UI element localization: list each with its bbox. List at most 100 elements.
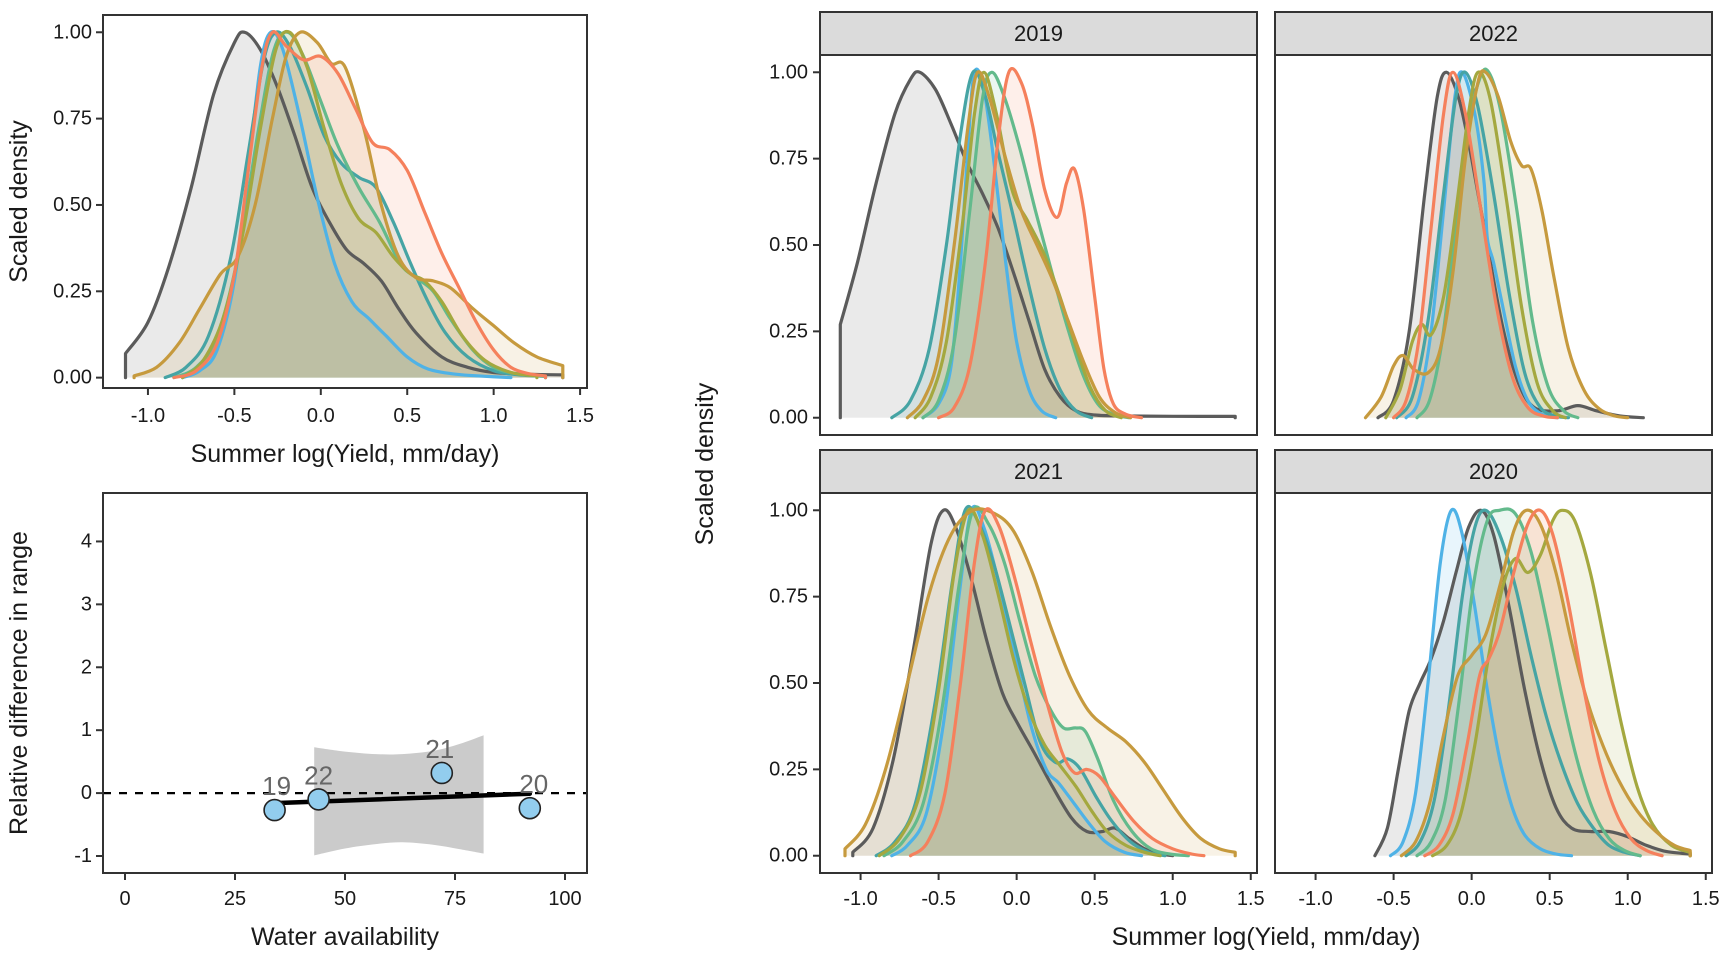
y-axis-title-facets: Scaled density bbox=[691, 382, 719, 545]
faceted-density-plots: 2019 0.00 0.25 0.50 0.75 1.00 2022 2021 0.00 0.25… bbox=[691, 11, 1720, 951]
y-axis-title-all: Scaled density bbox=[5, 120, 33, 283]
density-curve-orange-2020 bbox=[1423, 508, 1664, 858]
y-tick-label: 0.50 bbox=[769, 234, 808, 256]
density-curve-teal bbox=[163, 30, 548, 380]
density-curve-olive-2022 bbox=[1384, 70, 1567, 420]
facet-2019: 2019 0.00 0.25 0.50 0.75 1.00 bbox=[769, 11, 1258, 436]
density-area-olive-2020 bbox=[1432, 510, 1691, 856]
x-tick-label: 0.0 bbox=[1003, 888, 1031, 910]
density-curve-green-2019 bbox=[921, 70, 1131, 420]
density-plot-all: -1.0 -0.5 0.0 0.5 1.0 1.5 0.00 0.25 0.50 0.75 1.00… bbox=[5, 14, 594, 468]
density-curve-olive-2021 bbox=[877, 507, 1162, 858]
x-tick-label: -1.0 bbox=[843, 888, 877, 910]
facet-2021: 2021 0.00 0.25 0.50 0.75 1.00 -1.0 -0.5 0.0 0.5 1.… bbox=[769, 449, 1265, 910]
y-axis-title-scatter: Relative difference in range bbox=[5, 531, 33, 835]
x-tick-label: -1.0 bbox=[1298, 888, 1332, 910]
x-axis-title-all: Summer log(Yield, mm/day) bbox=[191, 440, 500, 468]
density-curve-gold bbox=[132, 30, 565, 380]
data-point-22 bbox=[307, 788, 330, 811]
y-tick-label: 0 bbox=[81, 782, 92, 804]
x-tick-label: 1.5 bbox=[1237, 888, 1265, 910]
x-tick-label: 0 bbox=[119, 888, 130, 910]
density-area-gold-2020 bbox=[1401, 510, 1691, 856]
x-tick-label: 25 bbox=[224, 888, 246, 910]
x-tick-label: 100 bbox=[548, 888, 581, 910]
density-curve-gold-2021 bbox=[843, 507, 1237, 858]
x-tick-label: 1.0 bbox=[1614, 888, 1642, 910]
facet-strip-label-2020: 2020 bbox=[1469, 459, 1518, 484]
y-tick-label: 0.75 bbox=[769, 586, 808, 608]
density-area-olive-2022 bbox=[1385, 71, 1566, 418]
density-curve-olive-2020 bbox=[1431, 508, 1692, 858]
facet-2020: 2020 -1.0 -0.5 0.0 0.5 1.0 1.5 bbox=[1274, 449, 1720, 910]
facet-strip-2019 bbox=[819, 11, 1258, 56]
y-tick-label: 0.00 bbox=[769, 845, 808, 867]
density-area-gold bbox=[134, 31, 563, 378]
point-label-20: 20 bbox=[519, 769, 548, 799]
data-point-21 bbox=[430, 761, 454, 785]
facet-2022: 2022 bbox=[1274, 11, 1713, 436]
x-tick-label: -0.5 bbox=[921, 888, 955, 910]
y-tick-label: 0.25 bbox=[53, 280, 92, 302]
panel-border-all bbox=[102, 14, 588, 389]
x-axis-title-scatter: Water availability bbox=[251, 923, 440, 951]
x-tick-label: -0.5 bbox=[217, 405, 251, 427]
density-area-teal-2022 bbox=[1396, 71, 1569, 418]
y-tick-label: 1.00 bbox=[769, 61, 808, 83]
density-area-green bbox=[173, 32, 546, 378]
density-area-green-2022 bbox=[1417, 69, 1578, 418]
density-curve-orange-2021 bbox=[908, 507, 1206, 858]
density-area-orange-2021 bbox=[910, 508, 1204, 856]
density-curve-skyblue-2021 bbox=[890, 504, 1144, 858]
scatter-plot-range-water: 19 22 21 20 0 25 50 75 100 -1 0 1 2 3 4 Water availabil… bbox=[5, 492, 588, 951]
y-tick-label: -1 bbox=[74, 845, 92, 867]
facet-strip-2022 bbox=[1274, 11, 1713, 56]
density-area-gold-2022 bbox=[1365, 70, 1628, 418]
density-area-gray-2020 bbox=[1374, 510, 1691, 856]
x-tick-label: 1.5 bbox=[1692, 888, 1720, 910]
y-tick-label: 1.00 bbox=[769, 499, 808, 521]
x-tick-label: 0.0 bbox=[1458, 888, 1486, 910]
facet-strip-2021 bbox=[819, 449, 1258, 494]
density-area-gray bbox=[125, 31, 563, 378]
y-tick-label: 0.75 bbox=[769, 148, 808, 170]
density-curve-green-2021 bbox=[882, 505, 1190, 858]
density-curve-olive bbox=[180, 29, 539, 380]
facet-strip-label-2019: 2019 bbox=[1014, 21, 1063, 46]
density-curve-gray-2019 bbox=[838, 70, 1237, 420]
y-tick-label: 0.50 bbox=[53, 194, 92, 216]
y-tick-label: 0.25 bbox=[769, 758, 808, 780]
x-axis-title-facets: Summer log(Yield, mm/day) bbox=[1112, 923, 1421, 951]
x-tick-label: 0.0 bbox=[307, 405, 335, 427]
point-label-21: 21 bbox=[425, 734, 454, 764]
y-tick-label: 0.00 bbox=[769, 407, 808, 429]
y-tick-label: 2 bbox=[81, 656, 92, 678]
y-tick-label: 0.50 bbox=[769, 672, 808, 694]
density-area-gray-2019 bbox=[840, 71, 1236, 418]
x-tick-label: 1.5 bbox=[566, 405, 594, 427]
y-tick-label: 1 bbox=[81, 719, 92, 741]
density-curve-teal-2022 bbox=[1395, 70, 1570, 420]
panel-border-2020 bbox=[1274, 492, 1713, 874]
density-curve-gold-2019 bbox=[905, 70, 1133, 420]
facet-strip-label-2022: 2022 bbox=[1469, 21, 1518, 46]
x-tick-label: 0.5 bbox=[1536, 888, 1564, 910]
panel-border-2022 bbox=[1274, 54, 1713, 436]
y-tick-label: 4 bbox=[81, 530, 92, 552]
y-tick-label: 0.00 bbox=[53, 367, 92, 389]
density-area-skyblue-2021 bbox=[891, 506, 1142, 856]
y-tick-label: 3 bbox=[81, 593, 92, 615]
density-curve-gold-2022 bbox=[1363, 69, 1630, 420]
x-tick-label: 1.0 bbox=[480, 405, 508, 427]
facet-strip-label-2021: 2021 bbox=[1014, 459, 1063, 484]
density-area-orange-2020 bbox=[1424, 509, 1663, 856]
density-curve-orange-2019 bbox=[937, 66, 1144, 420]
x-tick-label: 50 bbox=[334, 888, 356, 910]
density-area-skyblue bbox=[182, 31, 511, 378]
density-curve-orange-2022 bbox=[1392, 70, 1560, 420]
y-tick-label: 0.75 bbox=[53, 108, 92, 130]
data-point-19 bbox=[263, 798, 286, 822]
y-tick-label: 1.00 bbox=[53, 21, 92, 43]
